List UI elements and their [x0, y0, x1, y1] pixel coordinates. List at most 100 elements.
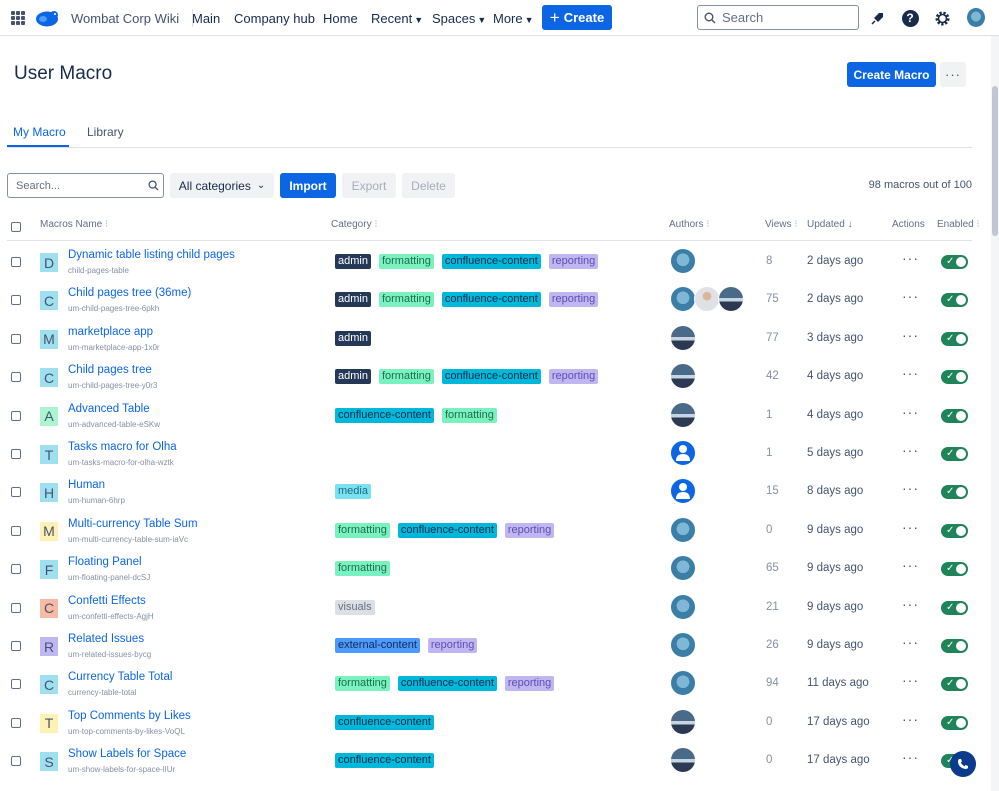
row-checkbox[interactable] — [11, 257, 21, 267]
tab-my-macro[interactable]: My Macro — [13, 125, 66, 139]
settings-icon[interactable] — [932, 8, 952, 28]
author-avatar[interactable] — [670, 708, 696, 735]
phone-support-button[interactable] — [950, 751, 976, 777]
row-checkbox[interactable] — [11, 641, 21, 651]
table-row[interactable]: M Multi-currency Table Sum um-multi-curren… — [0, 511, 990, 549]
export-button[interactable]: Export — [342, 173, 396, 198]
header-updated[interactable]: Updated ↓ — [807, 219, 853, 230]
help-icon[interactable]: ? — [900, 8, 920, 28]
enabled-toggle[interactable]: ✓ — [941, 639, 968, 653]
category-tag[interactable]: admin — [335, 330, 371, 346]
enabled-toggle[interactable]: ✓ — [941, 523, 968, 538]
table-row[interactable]: T Top Comments by Likes um-top-comments-by… — [0, 703, 990, 741]
row-actions-button[interactable]: ··· — [902, 672, 919, 689]
category-tag[interactable]: confluence-content — [335, 753, 434, 769]
category-tag[interactable]: formatting — [335, 561, 390, 577]
macro-name-link[interactable]: Top Comments by Likes — [68, 709, 191, 722]
row-actions-button[interactable]: ··· — [902, 326, 919, 343]
author-avatar[interactable] — [670, 363, 696, 390]
row-checkbox[interactable] — [11, 717, 21, 728]
row-actions-button[interactable]: ··· — [902, 749, 919, 766]
macro-name-link[interactable]: marketplace app — [68, 325, 154, 338]
category-tag[interactable]: confluence-content — [397, 522, 497, 538]
row-actions-button[interactable]: ··· — [902, 710, 919, 727]
author-avatar[interactable] — [670, 324, 696, 351]
author-avatar[interactable] — [670, 440, 696, 466]
table-row[interactable]: F Floating Panel um-floating-panel-dcSJ for… — [0, 549, 990, 587]
create-macro-button[interactable]: Create Macro — [847, 62, 936, 87]
macro-name-link[interactable]: Dynamic table listing child pages — [68, 249, 235, 261]
row-actions-button[interactable]: ··· — [902, 250, 919, 266]
import-button[interactable]: Import — [280, 173, 336, 198]
category-tag[interactable]: reporting — [548, 292, 599, 308]
row-checkbox[interactable] — [11, 295, 21, 306]
category-tag[interactable]: admin — [335, 254, 371, 269]
category-tag[interactable]: confluence-content — [441, 254, 541, 269]
author-avatar[interactable] — [670, 248, 696, 274]
row-checkbox[interactable] — [11, 372, 21, 383]
row-checkbox[interactable] — [11, 602, 21, 613]
category-tag[interactable]: external-content — [335, 638, 420, 653]
user-avatar[interactable] — [966, 6, 986, 28]
table-row[interactable]: H Human um-human-6hrp media 15 8 days ago ··· ✓ — [0, 472, 990, 510]
row-checkbox[interactable] — [11, 449, 21, 459]
macro-name-link[interactable]: Tasks macro for Olha — [68, 441, 177, 453]
nav-spaces[interactable]: Spaces ▼ — [432, 11, 486, 26]
enabled-toggle[interactable]: ✓ — [941, 677, 968, 692]
category-tag[interactable]: visuals — [335, 599, 375, 615]
header-enabled[interactable]: Enabled ⁝ — [937, 219, 980, 230]
author-avatar[interactable] — [670, 632, 696, 658]
macro-name-link[interactable]: Related Issues — [68, 633, 145, 645]
category-tag[interactable]: reporting — [427, 638, 478, 653]
category-tag[interactable]: confluence-content — [397, 676, 497, 692]
category-tag[interactable]: confluence-content — [441, 292, 541, 308]
nav-home[interactable]: Home — [323, 11, 358, 26]
author-avatar[interactable] — [670, 516, 696, 543]
enabled-toggle[interactable]: ✓ — [941, 408, 968, 423]
category-tag[interactable]: confluence-content — [335, 407, 434, 423]
category-tag[interactable]: formatting — [378, 254, 434, 269]
enabled-toggle[interactable]: ✓ — [941, 447, 968, 461]
delete-button[interactable]: Delete — [402, 173, 455, 198]
category-tag[interactable]: reporting — [504, 522, 555, 538]
table-row[interactable]: T Tasks macro for Olha um-tasks-macro-for-… — [0, 434, 990, 472]
row-checkbox[interactable] — [11, 525, 21, 536]
category-tag[interactable]: media — [335, 484, 371, 500]
category-tag[interactable]: confluence-content — [441, 369, 541, 385]
row-checkbox[interactable] — [11, 410, 21, 421]
macro-name-link[interactable]: Currency Table Total — [68, 671, 173, 684]
macro-name-link[interactable]: Show Labels for Space — [68, 748, 187, 761]
enabled-toggle[interactable]: ✓ — [941, 562, 968, 577]
enabled-toggle[interactable]: ✓ — [941, 370, 968, 385]
row-actions-button[interactable]: ··· — [902, 518, 919, 535]
scrollbar[interactable] — [991, 36, 999, 791]
author-avatar[interactable] — [718, 286, 744, 313]
enabled-toggle[interactable]: ✓ — [941, 485, 968, 500]
table-row[interactable]: D Dynamic table listing child pages child-… — [0, 242, 990, 280]
category-tag[interactable]: admin — [335, 292, 371, 308]
author-avatar[interactable] — [670, 555, 696, 582]
macro-name-link[interactable]: Advanced Table — [68, 402, 150, 415]
row-checkbox[interactable] — [11, 564, 21, 575]
row-actions-button[interactable]: ··· — [902, 403, 919, 420]
site-name[interactable]: Wombat Corp Wiki — [71, 11, 180, 26]
scrollbar-thumb[interactable] — [992, 86, 998, 236]
category-tag[interactable]: reporting — [548, 254, 599, 269]
notifications-icon[interactable] — [868, 8, 888, 28]
author-avatar[interactable] — [670, 286, 696, 313]
table-row[interactable]: C Currency Table Total currency-table-tota… — [0, 664, 990, 702]
category-tag[interactable]: formatting — [335, 676, 390, 692]
category-tag[interactable]: reporting — [504, 676, 555, 692]
category-tag[interactable]: formatting — [378, 292, 434, 308]
table-row[interactable]: C Confetti Effects um-confetti-effects-Agj… — [0, 588, 990, 626]
create-button[interactable]: + Create — [542, 5, 612, 30]
category-tag[interactable]: admin — [335, 369, 371, 385]
nav-more[interactable]: More ▼ — [493, 11, 534, 26]
row-checkbox[interactable] — [11, 756, 21, 767]
table-row[interactable]: C Child pages tree um-child-pages-tree-y0r… — [0, 357, 990, 395]
category-tag[interactable]: confluence-content — [335, 714, 434, 730]
nav-company-hub[interactable]: Company hub — [234, 11, 315, 26]
enabled-toggle[interactable]: ✓ — [941, 255, 968, 269]
table-row[interactable]: S Show Labels for Space um-show-labels-for… — [0, 741, 990, 779]
